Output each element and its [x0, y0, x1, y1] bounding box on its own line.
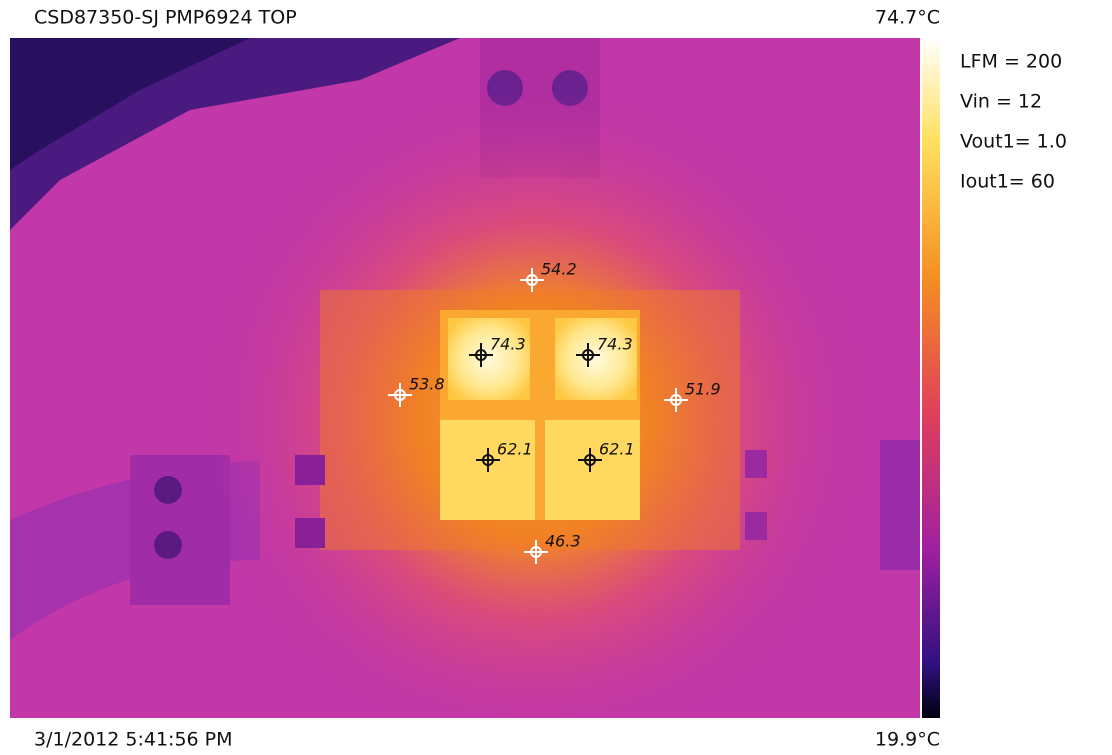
spot-label: 62.1	[599, 440, 635, 459]
spot-label: 62.1	[497, 440, 533, 459]
timestamp: 3/1/2012 5:41:56 PM	[34, 729, 233, 751]
condition: Vin = 12	[960, 91, 1042, 113]
spot-label: 74.3	[490, 335, 526, 354]
spot-label: 51.9	[685, 380, 721, 399]
condition: Vout1= 1.0	[960, 131, 1067, 153]
spot-label: 74.3	[597, 335, 633, 354]
scale-min: 19.9°C	[875, 729, 940, 751]
scale-max: 74.7°C	[875, 7, 940, 29]
spot-label: 46.3	[545, 532, 581, 551]
spot-label: 53.8	[409, 375, 445, 394]
condition: Iout1= 60	[960, 171, 1055, 193]
condition: LFM = 200	[960, 51, 1062, 73]
color-scale	[922, 38, 940, 718]
spot-label: 54.2	[541, 260, 577, 279]
image-title: CSD87350-SJ PMP6924 TOP	[34, 7, 297, 29]
thermal-screenshot: CSD87350-SJ PMP6924 TOP 74.7°C 3/1/2012 …	[0, 0, 1112, 755]
thermal-image	[10, 38, 920, 750]
